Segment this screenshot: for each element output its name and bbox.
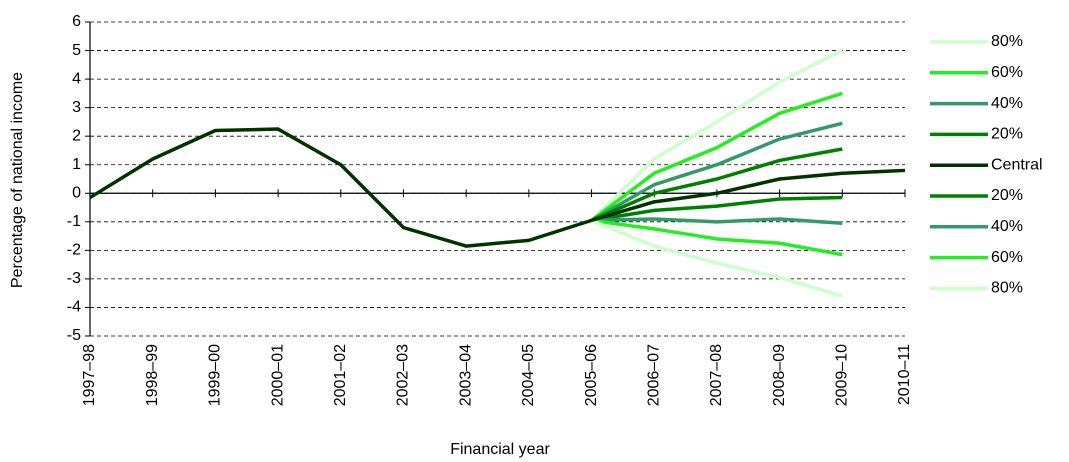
y-tick-label: 2 [72,127,81,144]
y-tick-label: -4 [67,299,81,316]
y-tick-label: 5 [72,42,81,59]
x-tick-label: 1999–00 [207,344,224,406]
x-tick-label: 2008–09 [771,344,788,406]
x-tick-label: 2000–01 [269,344,286,406]
y-tick-label: 3 [72,99,81,116]
x-tick-label: 2001–02 [332,344,349,406]
legend-label: 20% [991,126,1023,143]
x-tick-label: 2009–10 [834,344,851,406]
y-tick-label: 6 [72,13,81,30]
series-line [590,91,843,222]
legend-label: 20% [991,187,1023,204]
x-tick-label: 2004–05 [520,344,537,406]
legend-label: 60% [991,64,1023,81]
series-line [590,147,843,222]
series-line [590,48,844,222]
x-tick-label: 2007–08 [708,344,725,406]
legend-label: 40% [991,95,1023,112]
y-tick-label: 4 [72,70,81,87]
y-tick-label: -2 [67,242,81,259]
x-tick-label: 1998–99 [144,344,161,406]
legend-label: 40% [991,218,1023,235]
series-line [590,121,843,222]
series-line [89,127,906,248]
x-tick-label: 1997–98 [81,344,98,406]
x-tick-label: 2002–03 [395,344,412,406]
x-tick-label: 2003–04 [457,344,474,406]
series-line [591,217,843,225]
legend-label: 80% [991,280,1023,297]
y-tick-label: 1 [72,156,81,173]
series-line [591,218,843,257]
y-axis-title: Percentage of national income [9,72,26,288]
legend-label: Central [991,156,1043,173]
y-tick-label: -3 [67,270,81,287]
legend-label: 80% [991,33,1023,50]
x-axis-title: Financial year [450,441,550,458]
y-tick-label: -5 [67,327,81,344]
x-tick-label: 2006–07 [645,344,662,406]
legend-label: 60% [991,249,1023,266]
x-tick-label: 2010–11 [896,344,913,405]
series-line [590,218,843,298]
series-line [591,195,843,223]
y-tick-label: -1 [67,213,81,230]
y-tick-label: 0 [72,184,81,201]
x-tick-label: 2005–06 [583,344,600,406]
